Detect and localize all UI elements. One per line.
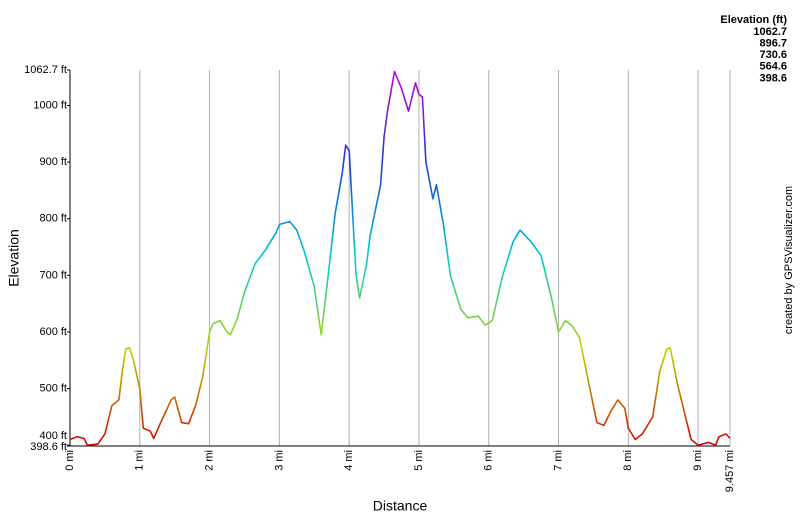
y-tick-label: 700 ft: [39, 269, 67, 281]
x-tick-label: 2 mi: [203, 450, 215, 471]
x-tick-label: 4 mi: [343, 450, 355, 471]
y-axis-label: Elevation: [6, 229, 22, 287]
x-tick-label: 1 mi: [134, 450, 146, 471]
x-tick-label: 0 mi: [64, 450, 76, 471]
y-tick-label: 600 ft: [39, 326, 67, 338]
legend-title: Elevation (ft): [720, 14, 787, 26]
y-tick-label: 400 ft: [39, 430, 67, 442]
y-tick-label: 500 ft: [39, 382, 67, 394]
legend-entry: 564.6: [759, 61, 787, 73]
x-tick-label: 7 mi: [552, 450, 564, 471]
y-tick-label: 800 ft: [39, 213, 67, 225]
credit: created by GPSVisualizer.com: [783, 186, 795, 334]
legend-entry: 398.6: [759, 72, 787, 84]
y-tick-label: 1000 ft: [33, 99, 67, 111]
x-axis-label: Distance: [373, 498, 428, 514]
legend-entry: 896.7: [759, 38, 787, 50]
legend-entry: 730.6: [759, 49, 787, 61]
x-tick-label: 5 mi: [413, 450, 425, 471]
elevation-line: [69, 70, 731, 446]
y-tick-label: 398.6 ft: [30, 441, 67, 453]
y-tick-label: 1062.7 ft: [24, 64, 67, 76]
legend-entry: 1062.7: [753, 26, 787, 38]
x-tick-label: 8 mi: [622, 450, 634, 471]
x-tick-label: 9.457 mi: [724, 450, 736, 492]
x-tick-label: 6 mi: [483, 450, 495, 471]
x-tick-label: 9 mi: [692, 450, 704, 471]
y-tick-label: 900 ft: [39, 156, 67, 168]
x-tick-label: 3 mi: [273, 450, 285, 471]
